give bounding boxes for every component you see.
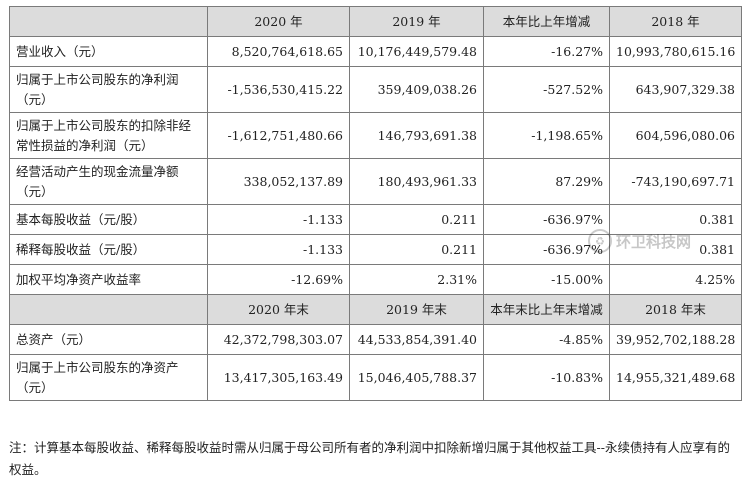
table-row: 归属于上市公司股东的净资产（元） 13,417,305,163.49 15,04…: [9, 354, 742, 401]
cell-2020: -1.133: [207, 204, 350, 235]
header-2018: 2018 年: [609, 6, 742, 37]
cell-2019: 359,409,038.26: [349, 66, 484, 113]
table-row: 总资产（元） 42,372,798,303.07 44,533,854,391.…: [9, 324, 742, 355]
header-blank-cell: [9, 6, 208, 37]
cell-2020: 8,520,764,618.65: [207, 36, 350, 67]
cell-change: -16.27%: [483, 36, 610, 67]
cell-2020: -1.133: [207, 234, 350, 265]
table-row: 营业收入（元） 8,520,764,618.65 10,176,449,579.…: [9, 36, 742, 67]
cell-change: -1,198.65%: [483, 112, 610, 159]
header-2018-end: 2018 年末: [609, 294, 742, 325]
header-2020: 2020 年: [207, 6, 350, 37]
cell-change: -636.97%: [483, 204, 610, 235]
cell-2018: 39,952,702,188.28: [609, 324, 742, 355]
watermark-text: 环卫科技网: [616, 232, 692, 251]
table-row: 归属于上市公司股东的扣除非经常性损益的净利润（元） -1,612,751,480…: [9, 112, 742, 159]
financial-table: 2020 年 2019 年 本年比上年增减 2018 年 营业收入（元） 8,5…: [9, 6, 742, 401]
cell-2018: 0.381: [609, 204, 742, 235]
cell-change: -527.52%: [483, 66, 610, 113]
watermark: ♻ 环卫科技网: [588, 229, 738, 253]
cell-2018: 10,993,780,615.16: [609, 36, 742, 67]
cell-2018: 643,907,329.38: [609, 66, 742, 113]
table-row: 基本每股收益（元/股） -1.133 0.211 -636.97% 0.381: [9, 204, 742, 235]
cell-2020: 42,372,798,303.07: [207, 324, 350, 355]
cell-change: 87.29%: [483, 158, 610, 205]
cell-2019: 10,176,449,579.48: [349, 36, 484, 67]
cell-2018: 14,955,321,489.68: [609, 354, 742, 401]
cell-2018: 0.381: [609, 234, 742, 265]
table-row: 稀释每股收益（元/股） -1.133 0.211 -636.97% 0.381: [9, 234, 742, 265]
row-label: 加权平均净资产收益率: [9, 264, 208, 295]
cell-2020: -1,536,530,415.22: [207, 66, 350, 113]
table-row: 加权平均净资产收益率 -12.69% 2.31% -15.00% 4.25%: [9, 264, 742, 295]
row-label: 归属于上市公司股东的净资产（元）: [9, 354, 208, 401]
header-blank-cell: [9, 294, 208, 325]
cell-2019: 146,793,691.38: [349, 112, 484, 159]
cell-2020: -12.69%: [207, 264, 350, 295]
cell-2018: -743,190,697.71: [609, 158, 742, 205]
cell-change: -15.00%: [483, 264, 610, 295]
cell-2020: 13,417,305,163.49: [207, 354, 350, 401]
row-label: 稀释每股收益（元/股）: [9, 234, 208, 265]
header-2020-end: 2020 年末: [207, 294, 350, 325]
table-row: 归属于上市公司股东的净利润（元） -1,536,530,415.22 359,4…: [9, 66, 742, 113]
row-label: 营业收入（元）: [9, 36, 208, 67]
cell-2020: -1,612,751,480.66: [207, 112, 350, 159]
header-change-end: 本年末比上年末增减: [483, 294, 610, 325]
cell-2019: 180,493,961.33: [349, 158, 484, 205]
header-2019-end: 2019 年末: [349, 294, 484, 325]
cell-2019: 2.31%: [349, 264, 484, 295]
cell-2019: 0.211: [349, 204, 484, 235]
cell-2019: 0.211: [349, 234, 484, 265]
cell-2018: 4.25%: [609, 264, 742, 295]
row-label: 基本每股收益（元/股）: [9, 204, 208, 235]
recycle-logo-icon: ♻: [588, 229, 612, 253]
footnote: 注：计算基本每股收益、稀释每股收益时需从归属于母公司所有者的净利润中扣除新增归属…: [9, 440, 730, 477]
header-change: 本年比上年增减: [483, 6, 610, 37]
row-label: 经营活动产生的现金流量净额（元）: [9, 158, 208, 205]
cell-2020: 338,052,137.89: [207, 158, 350, 205]
row-label: 归属于上市公司股东的扣除非经常性损益的净利润（元）: [9, 112, 208, 159]
row-label: 归属于上市公司股东的净利润（元）: [9, 66, 208, 113]
cell-change: -10.83%: [483, 354, 610, 401]
cell-change: -4.85%: [483, 324, 610, 355]
header-2019: 2019 年: [349, 6, 484, 37]
cell-2018: 604,596,080.06: [609, 112, 742, 159]
cell-2019: 44,533,854,391.40: [349, 324, 484, 355]
row-label: 总资产（元）: [9, 324, 208, 355]
table-row: 经营活动产生的现金流量净额（元） 338,052,137.89 180,493,…: [9, 158, 742, 205]
cell-2019: 15,046,405,788.37: [349, 354, 484, 401]
